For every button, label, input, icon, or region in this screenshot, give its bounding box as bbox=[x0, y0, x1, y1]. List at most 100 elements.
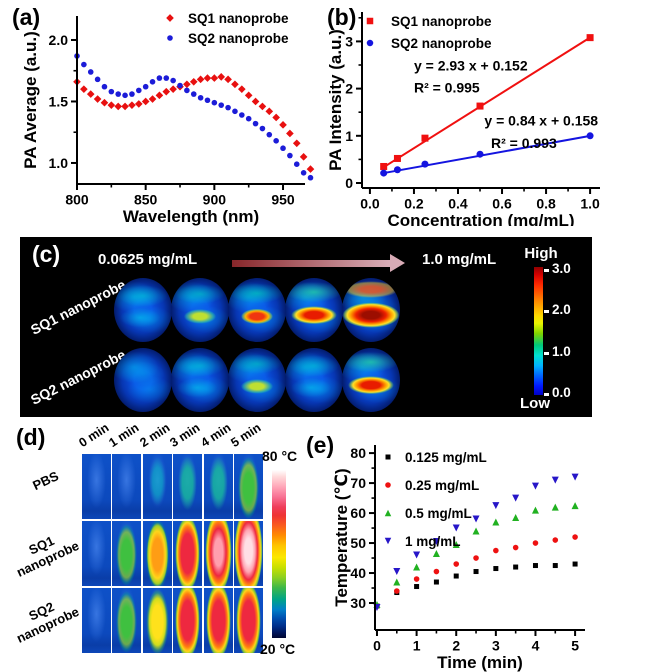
thermal-cell bbox=[82, 521, 111, 587]
data-point bbox=[129, 91, 135, 97]
thermal-cell bbox=[203, 588, 233, 654]
fit-r-squared-label: R² = 0.993 bbox=[491, 135, 557, 151]
data-point bbox=[210, 74, 219, 82]
data-point bbox=[513, 564, 519, 570]
thermal-image-grid bbox=[82, 454, 264, 654]
x-tick-label: 950 bbox=[271, 191, 295, 207]
thermal-cell bbox=[142, 521, 172, 587]
data-point bbox=[280, 145, 286, 152]
data-point bbox=[121, 102, 129, 111]
data-point bbox=[177, 82, 183, 89]
fit-equation-label: y = 2.93 x + 0.152 bbox=[414, 58, 528, 74]
data-point bbox=[413, 576, 420, 582]
legend-entry-label: 0.25 mg/mL bbox=[405, 478, 479, 493]
data-point bbox=[393, 154, 401, 162]
data-point bbox=[94, 76, 101, 83]
data-point bbox=[472, 515, 480, 523]
data-point bbox=[421, 134, 429, 142]
colorbar-low-label: Low bbox=[520, 395, 550, 412]
fit-r-squared-label: R² = 0.995 bbox=[414, 79, 480, 95]
panel-a-label: (a) bbox=[12, 4, 41, 30]
colorbar-max-temp-label: 80 °C bbox=[262, 448, 298, 464]
data-point bbox=[252, 120, 259, 127]
data-point bbox=[452, 524, 460, 532]
data-point bbox=[239, 112, 245, 118]
data-point bbox=[156, 75, 163, 81]
chart-temperature-rise: 0 1 2 3 4 5 30 40 50 60 70 80 Time (min) Temperature … bbox=[332, 445, 585, 672]
thermal-col-header: 4 min bbox=[197, 420, 233, 450]
y-tick-label: 1.0 bbox=[49, 155, 69, 171]
data-point bbox=[531, 506, 539, 514]
legend-entry-label: SQ2 nanoprobe bbox=[188, 31, 289, 46]
data-point bbox=[101, 83, 108, 90]
data-point bbox=[572, 534, 578, 540]
panel-b-label: (b) bbox=[327, 4, 357, 30]
x-tick-label: 0.6 bbox=[492, 195, 512, 211]
data-point bbox=[512, 544, 519, 551]
data-point bbox=[211, 99, 218, 106]
pa-image-oval bbox=[114, 278, 172, 342]
thermal-col-header: 1 min bbox=[106, 420, 142, 450]
pa-image-oval bbox=[285, 278, 343, 342]
data-point bbox=[286, 129, 294, 138]
data-point bbox=[81, 61, 87, 68]
data-point bbox=[141, 97, 150, 106]
data-point bbox=[433, 579, 439, 585]
x-tick-label: 850 bbox=[134, 191, 158, 207]
data-point bbox=[266, 131, 273, 138]
data-point bbox=[393, 578, 401, 586]
data-point bbox=[476, 102, 484, 110]
data-point bbox=[148, 95, 157, 103]
temperature-colorbar bbox=[272, 470, 286, 638]
data-point bbox=[421, 160, 429, 168]
colorbar-tick-label: 2.0 bbox=[552, 302, 571, 318]
concentration-start-label: 0.0625 mg/mL bbox=[98, 251, 198, 268]
x-tick-label: 2 bbox=[452, 637, 460, 653]
data-point bbox=[114, 102, 123, 111]
data-point bbox=[167, 35, 173, 41]
data-point bbox=[142, 83, 149, 90]
y-tick-label: 0 bbox=[345, 175, 353, 191]
thermal-cell bbox=[234, 588, 263, 654]
y-tick-label: 80 bbox=[350, 445, 366, 461]
data-point bbox=[551, 476, 559, 484]
y-tick-label: 50 bbox=[350, 535, 366, 551]
thermal-row-label: SQ1 nanoprobe bbox=[14, 532, 82, 580]
data-point bbox=[108, 88, 115, 95]
colorbar-tick-label: 0.0 bbox=[552, 384, 571, 400]
data-point bbox=[107, 101, 116, 109]
data-point bbox=[86, 90, 95, 98]
data-point bbox=[197, 94, 204, 101]
pa-image-oval bbox=[228, 348, 286, 412]
data-point bbox=[149, 78, 156, 85]
colorbar-tick bbox=[544, 392, 549, 396]
legend-entry-label: SQ1 nanoprobe bbox=[188, 11, 289, 26]
data-point bbox=[532, 563, 538, 569]
data-point bbox=[366, 17, 374, 25]
legend-entry-label: SQ1 nanoprobe bbox=[391, 14, 492, 29]
data-point bbox=[473, 569, 479, 575]
panel-pa-images: (c) 0.0625 mg/mL 1.0 mg/mL High Low SQ1 … bbox=[20, 237, 592, 417]
data-point bbox=[572, 561, 578, 567]
chart-a-group: 800 850 900 950 1.0 1.5 2.0 Wavelength (nm) PA A… bbox=[21, 11, 315, 226]
data-point bbox=[452, 541, 460, 549]
thermal-cell bbox=[173, 521, 203, 587]
data-point bbox=[87, 69, 94, 75]
data-point bbox=[136, 87, 142, 94]
data-point bbox=[586, 132, 594, 140]
thermal-col-header: 3 min bbox=[167, 420, 203, 450]
arrow-shaft bbox=[232, 259, 390, 267]
x-tick-label: 0 bbox=[373, 637, 381, 653]
data-point bbox=[551, 503, 559, 511]
thermal-cell bbox=[112, 588, 142, 654]
concentration-end-label: 1.0 mg/mL bbox=[422, 251, 497, 268]
chart-e-group: 0 1 2 3 4 5 30 40 50 60 70 80 Time (min) Temperature … bbox=[332, 445, 585, 672]
thermal-cell bbox=[234, 454, 263, 519]
data-point bbox=[571, 473, 579, 481]
data-point bbox=[552, 563, 558, 569]
x-tick-label: 1 bbox=[413, 637, 421, 653]
data-point bbox=[100, 98, 109, 107]
data-point bbox=[380, 169, 388, 177]
colorbar-high-label: High bbox=[524, 245, 558, 262]
panel-d-label: (d) bbox=[16, 424, 46, 450]
